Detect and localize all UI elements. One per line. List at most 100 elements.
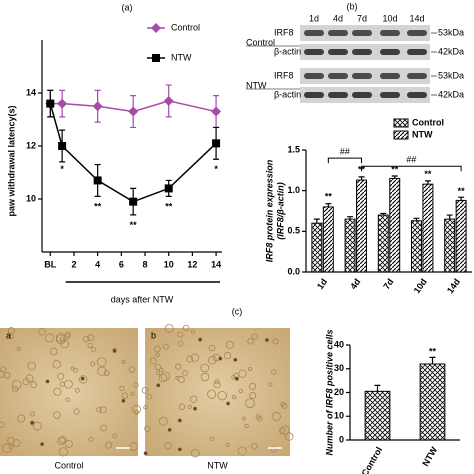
cell (74, 387, 80, 393)
error-bar (380, 212, 387, 216)
marker (93, 176, 102, 185)
cell (90, 361, 96, 367)
cell (133, 382, 139, 388)
cell (143, 405, 148, 410)
band (407, 92, 427, 98)
cell (49, 347, 58, 356)
cell (238, 388, 244, 394)
cell (99, 406, 107, 414)
band (380, 49, 400, 55)
lane-label: 14d (409, 13, 424, 23)
marker (58, 142, 67, 150)
cell (130, 391, 135, 396)
cell (141, 387, 149, 394)
cell (73, 367, 78, 373)
cell (223, 351, 232, 360)
cell (164, 323, 174, 333)
cell (0, 421, 5, 429)
positive-cell (218, 356, 223, 361)
positive-cell (178, 447, 182, 452)
cell (208, 355, 217, 365)
error-bar (325, 203, 332, 207)
legend-swatch (393, 118, 409, 128)
significance: ** (94, 201, 102, 211)
cell (271, 411, 281, 421)
cell (158, 416, 168, 426)
cell (121, 359, 126, 364)
error-bar (347, 216, 354, 220)
positive-cell (235, 376, 239, 381)
band (328, 92, 348, 98)
x-tick-label: 10d (412, 277, 429, 295)
cell (175, 375, 180, 380)
cell (158, 373, 168, 383)
cell (248, 366, 253, 371)
bracket-label: ## (406, 155, 416, 165)
cell (209, 436, 214, 442)
cell (280, 425, 290, 435)
lane-label: 4d (333, 13, 343, 23)
y-tick-label: 14 (26, 87, 36, 97)
cell (103, 370, 110, 376)
cell (186, 355, 194, 363)
bar (356, 179, 368, 273)
protein-label: IRF8 (274, 70, 294, 80)
y-tick-label: 10 (334, 411, 344, 421)
y-tick-label: 0 (339, 434, 344, 444)
cell (268, 382, 273, 387)
band (352, 73, 372, 79)
positive-cell (30, 420, 34, 425)
cell (121, 392, 129, 399)
band (304, 30, 324, 36)
cell (8, 443, 14, 450)
bracket-label: ## (340, 147, 350, 157)
micrograph (0, 328, 138, 456)
cell (177, 331, 184, 338)
bar (364, 390, 391, 441)
panel-letter: a (6, 330, 11, 340)
marker (46, 99, 55, 108)
legend-label: Control (171, 22, 200, 32)
significance: ** (429, 347, 437, 357)
cell (96, 357, 107, 367)
cell (241, 416, 246, 421)
marker (212, 139, 221, 148)
marker (92, 101, 103, 112)
cell (11, 380, 22, 390)
legend-marker (152, 54, 160, 62)
error-bar (429, 356, 436, 364)
group-label: NTW (246, 80, 267, 90)
cell (45, 333, 55, 343)
cell (280, 401, 285, 407)
x-tick-label: 12 (187, 259, 197, 269)
cell (190, 329, 196, 334)
cell (65, 397, 70, 403)
y-tick-label: 0.5 (287, 226, 300, 236)
cell (245, 398, 255, 409)
cell (87, 342, 93, 348)
cell (53, 411, 61, 420)
band (328, 49, 348, 55)
cell (285, 432, 294, 441)
x-tick-label: 8 (143, 259, 148, 269)
cell (134, 409, 140, 415)
band (304, 49, 324, 55)
error-bar (458, 196, 465, 201)
cell (119, 385, 125, 391)
error-bar (391, 175, 398, 179)
positive-cell (193, 406, 197, 411)
bar (311, 222, 323, 273)
bar (344, 218, 356, 273)
cell (237, 446, 247, 456)
legend-label: NTW (171, 52, 192, 62)
cell (155, 370, 161, 376)
series-line (49, 103, 217, 203)
error-bar (413, 217, 420, 221)
panel-label: (c) (232, 306, 243, 316)
cell (79, 375, 88, 384)
cell (149, 357, 157, 365)
error-bar (313, 218, 320, 224)
cell (73, 408, 80, 415)
